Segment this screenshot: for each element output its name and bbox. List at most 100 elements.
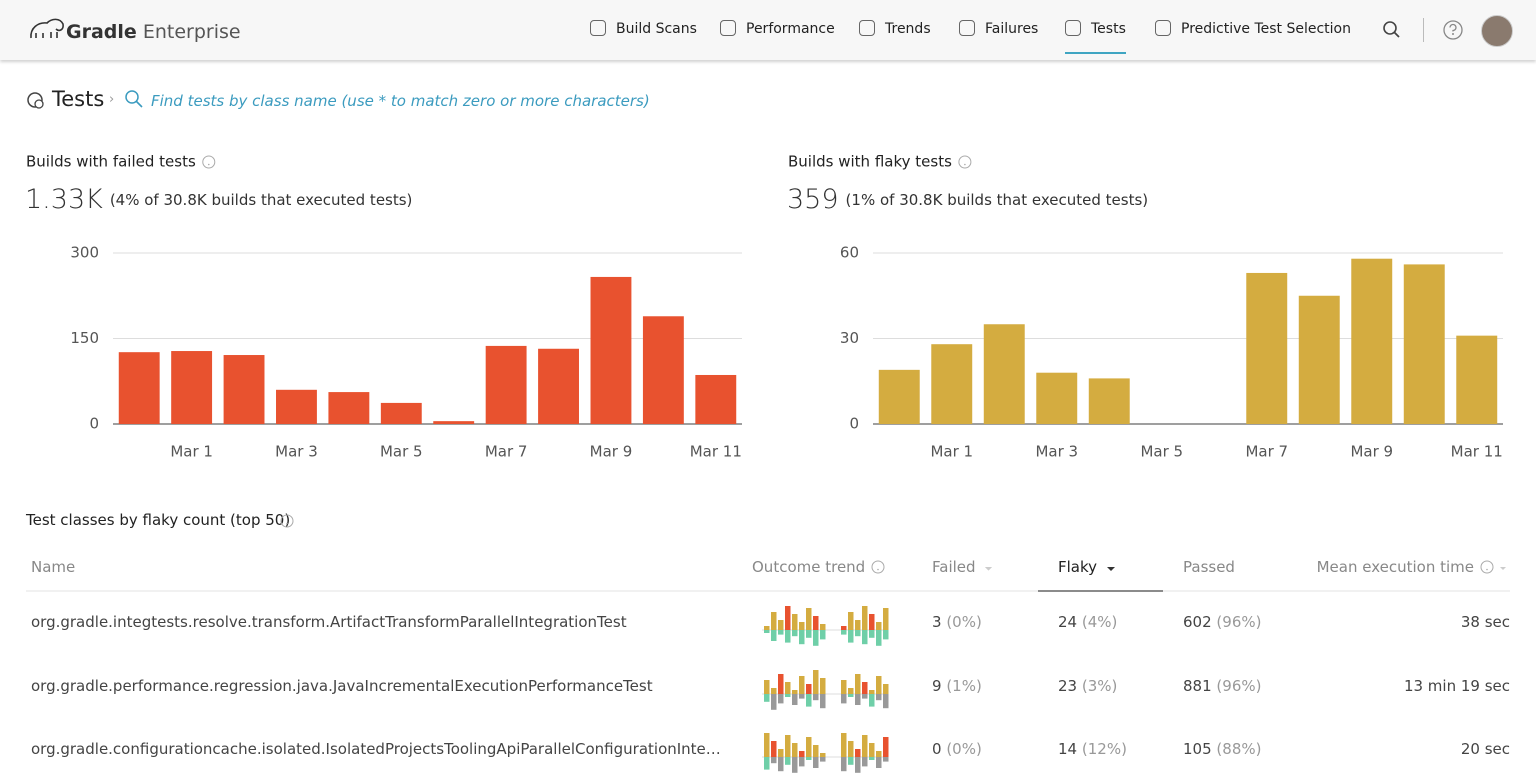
table-title: Test classes by flaky count (top 50): [26, 511, 291, 529]
sparkline-up: [785, 606, 791, 630]
percent: (0%): [946, 613, 982, 631]
sort-arrow: [985, 567, 992, 571]
column-header[interactable]: Flaky: [1058, 558, 1098, 576]
column-header[interactable]: Mean execution time: [1316, 558, 1474, 576]
bar: [1088, 378, 1130, 424]
sparkline-up: [799, 676, 805, 694]
sparkline-down: [813, 694, 819, 701]
sparkline-up: [771, 688, 777, 694]
help-circle: [958, 155, 972, 169]
sparkline-up: [792, 690, 798, 694]
test-class-name[interactable]: org.gradle.performance.regression.java.J…: [31, 677, 653, 695]
mean-time: 20 sec: [1460, 740, 1510, 758]
sparkline-down: [855, 757, 861, 773]
bar: [1351, 258, 1393, 424]
sparkline-down: [883, 757, 889, 762]
nav-item[interactable]: Failures: [959, 20, 1038, 52]
column-header: Outcome trend: [752, 558, 866, 576]
avatar[interactable]: [1481, 15, 1513, 47]
test-class-name[interactable]: org.gradle.integtests.resolve.transform.…: [31, 613, 627, 631]
x-tick-label: Mar 3: [1035, 443, 1078, 461]
chart-headline: 359 (1% of 30.8K builds that executed tes…: [787, 184, 1148, 215]
percent: (0%): [946, 740, 982, 758]
nav-item[interactable]: Trends: [859, 20, 931, 52]
sparkline-up: [848, 612, 854, 630]
sparkline-down: [771, 694, 777, 710]
sparkline-up: [799, 622, 805, 630]
sparkline-up: [855, 674, 861, 694]
help-circle: [280, 514, 294, 528]
bar: [1246, 272, 1288, 424]
sparkline-down: [813, 757, 819, 768]
search-input[interactable]: Find tests by class name (use * to match…: [151, 92, 650, 110]
nav-label: Failures: [985, 21, 1039, 37]
tests-icon: [27, 92, 44, 109]
sparkline-up: [813, 616, 819, 630]
test-class-name[interactable]: org.gradle.configurationcache.isolated.I…: [31, 740, 721, 758]
percent: (96%): [1216, 677, 1262, 695]
sparkline-down: [841, 694, 847, 704]
sparkline-down: [862, 694, 868, 699]
mean-time: 13 min 19 sec: [1403, 677, 1510, 695]
sparkline-down: [862, 757, 868, 767]
nav-label: Build Scans: [616, 21, 697, 37]
chart-title: Builds with flaky tests: [788, 153, 952, 171]
column-header[interactable]: Passed: [1183, 558, 1235, 576]
sort-arrow: [1107, 567, 1115, 571]
help-dot: [207, 163, 210, 166]
sparkline-down: [841, 757, 847, 772]
nav-item[interactable]: Tests: [1065, 20, 1126, 54]
nav-label: Performance: [746, 21, 835, 37]
count: 0: [932, 740, 942, 758]
bar: [485, 345, 527, 424]
count: 24: [1058, 613, 1078, 631]
nav-icon: [859, 20, 875, 36]
help-circle: [871, 560, 885, 574]
sparkline-down: [876, 630, 882, 646]
sparkline-down: [855, 630, 861, 637]
column-header[interactable]: Failed: [932, 558, 976, 576]
sparkline-down: [820, 630, 826, 640]
nav-item[interactable]: Build Scans: [590, 20, 697, 52]
sparkline-down: [799, 630, 805, 645]
x-tick-label: Mar 5: [1140, 443, 1183, 461]
sort-arrow: [1500, 567, 1506, 570]
count: 3: [932, 613, 942, 631]
sparkline-up: [862, 682, 868, 694]
sparkline-up: [869, 743, 875, 757]
sparkline-down: [792, 757, 798, 773]
count-cell: 23 (3%): [1058, 677, 1117, 695]
sparkline-up: [876, 676, 882, 694]
sparkline-down: [778, 757, 784, 772]
sparkline-down: [785, 630, 791, 643]
bar: [538, 348, 579, 424]
count-cell: 602 (96%): [1183, 613, 1261, 631]
count-cell: 105 (88%): [1183, 740, 1261, 758]
help-icon: [958, 155, 972, 169]
sparkline-up: [792, 743, 798, 757]
nav-label: Trends: [885, 21, 931, 37]
sparkline-down: [764, 757, 770, 770]
page-title: Tests: [52, 87, 105, 111]
sparkline-down: [848, 630, 854, 643]
sparkline-down: [806, 694, 812, 707]
sparkline-up: [869, 614, 875, 630]
column-header[interactable]: Name: [31, 558, 76, 576]
sparkline-up: [820, 624, 826, 630]
search-icon[interactable]: [1382, 20, 1402, 40]
nav-item[interactable]: Predictive Test Selection: [1155, 20, 1351, 52]
sparkline-down: [869, 630, 875, 638]
sparkline-up: [764, 626, 770, 630]
help-icon: [1480, 560, 1494, 574]
sparkline-down: [876, 757, 882, 768]
brand[interactable]: Gradle Enterprise: [66, 21, 241, 43]
help-icon[interactable]: [1442, 19, 1464, 41]
bar: [1036, 372, 1078, 424]
sparkline-down: [813, 630, 819, 646]
nav-icon: [720, 20, 736, 36]
bar: [642, 316, 684, 424]
sparkline-down: [771, 630, 777, 641]
nav-item[interactable]: Performance: [720, 20, 835, 52]
help-dot: [286, 522, 288, 525]
